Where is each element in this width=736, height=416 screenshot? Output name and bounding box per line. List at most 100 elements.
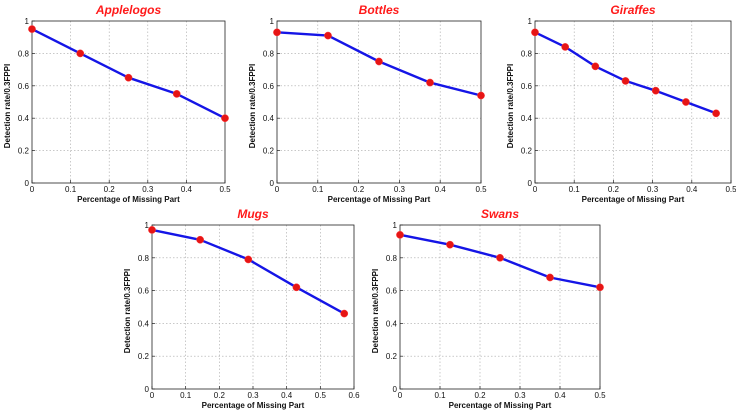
x-tick-label: 0.5 [475,185,487,194]
y-tick-label: 1 [528,17,533,26]
y-tick-label: 0.8 [386,254,398,263]
y-tick-label: 0.2 [138,352,150,361]
x-tick-label: 0.6 [348,391,360,400]
y-tick-label: 1 [270,17,275,26]
y-tick-label: 0.6 [386,287,398,296]
x-tick-label: 0.1 [312,185,324,194]
x-tick-label: 0.2 [474,391,486,400]
data-point [561,43,570,51]
x-tick-label: 0.2 [353,185,365,194]
series-line [31,28,226,120]
y-tick-label: 0.2 [521,147,533,156]
x-tick-label: 0.2 [214,391,226,400]
data-point [591,62,600,71]
axes-box [399,224,601,390]
axes-box [276,20,482,184]
x-tick-label: 0 [275,185,280,194]
data-point [477,91,485,100]
chart-panel-applelogos: 0 0.1 0.2 0.3 0.4 0.5 0 0.2 0.4 0.6 0.8 1 Applelogos… [3,3,231,204]
data-point [621,77,630,85]
y-tick-label: 0.2 [263,147,275,156]
x-tick-label: 0.3 [247,391,259,400]
y-tick-label: 0.8 [18,49,30,58]
data-point [531,28,539,37]
y-tick-label: 0 [393,385,398,394]
x-tick-label: 0.3 [647,185,659,194]
data-point [546,273,554,282]
data-point [426,78,434,87]
x-tick-label: 0.1 [434,391,446,400]
data-point [651,86,660,95]
y-tick-label: 0.4 [521,114,533,123]
y-tick-label: 0.6 [18,82,30,91]
x-tick-label: 0.3 [142,185,154,194]
data-point [148,226,156,234]
x-tick-label: 0.1 [65,185,77,194]
y-axis-label: Detection rate/0.3FPPI [123,269,132,353]
y-tick-label: 0.8 [263,49,275,58]
y-tick-label: 0 [25,179,30,188]
x-tick-label: 0.4 [686,185,698,194]
chart-panel-bottles: 0 0.1 0.2 0.3 0.4 0.5 0 0.2 0.4 0.6 0.8 1 Bottles Per… [248,3,487,204]
x-tick-label: 0.4 [435,185,447,194]
chart-title: Giraffes [610,3,655,17]
series-line [151,228,345,315]
x-tick-label: 0.5 [315,391,327,400]
data-point [340,309,349,318]
x-tick-label: 0.3 [394,185,406,194]
x-tick-label: 0.4 [181,185,193,194]
y-axis-label: Detection rate/0.3FPPI [506,64,515,148]
axes-box [31,20,226,184]
data-point [324,31,332,40]
x-tick-label: 0.3 [514,391,526,400]
x-axis-label: Percentage of Missing Part [582,195,685,204]
x-tick-label: 0 [150,391,155,400]
x-tick-label: 0.1 [569,185,581,194]
y-tick-label: 0.4 [138,319,150,328]
x-tick-label: 0.5 [725,185,736,194]
y-tick-label: 0.2 [18,147,30,156]
axes-box [534,20,732,184]
x-tick-label: 0.5 [219,185,231,194]
data-point [682,98,690,106]
y-tick-label: 0.8 [138,254,150,263]
x-tick-label: 0 [533,185,538,194]
y-tick-label: 0.6 [138,287,150,296]
y-tick-label: 0.8 [521,49,533,58]
axes-box [151,224,355,390]
x-axis-label: Percentage of Missing Part [77,195,180,204]
data-point [292,283,301,292]
data-point [221,114,229,123]
data-point [446,240,454,249]
x-axis-label: Percentage of Missing Part [202,401,305,410]
chart-title: Swans [481,207,519,221]
data-point [28,25,36,33]
y-tick-label: 0.6 [263,82,275,91]
data-point [76,49,85,58]
y-tick-label: 1 [25,17,30,26]
chart-title: Bottles [359,3,400,17]
x-tick-label: 0 [30,185,35,194]
data-point [396,230,404,239]
data-point [375,57,383,66]
chart-panel-mugs: 0 0.1 0.2 0.3 0.4 0.5 0.6 0 0.2 0.4 0.6 0.8 1 Mugs Per… [123,207,360,410]
y-tick-label: 1 [145,221,150,230]
chart-title: Mugs [237,207,269,221]
y-axis-label: Detection rate/0.3FPPI [3,64,12,148]
y-tick-label: 0 [528,179,533,188]
y-tick-label: 1 [393,221,398,230]
y-axis-label: Detection rate/0.3FPPI [371,269,380,353]
data-point [496,253,504,262]
y-tick-label: 0.4 [18,114,30,123]
chart-panel-giraffes: 0 0.1 0.2 0.3 0.4 0.5 0 0.2 0.4 0.6 0.8 1 Giraffes Pe… [506,3,736,204]
y-tick-label: 0.4 [263,114,275,123]
y-tick-label: 0 [270,179,275,188]
x-tick-label: 0.2 [104,185,116,194]
y-tick-label: 0.4 [386,319,398,328]
data-point [712,109,720,118]
chart-panel-swans: 0 0.1 0.2 0.3 0.4 0.5 0 0.2 0.4 0.6 0.8 1 Swans Perce… [371,207,606,410]
y-tick-label: 0.6 [521,82,533,91]
data-point [124,73,133,82]
y-tick-label: 0.2 [386,352,398,361]
